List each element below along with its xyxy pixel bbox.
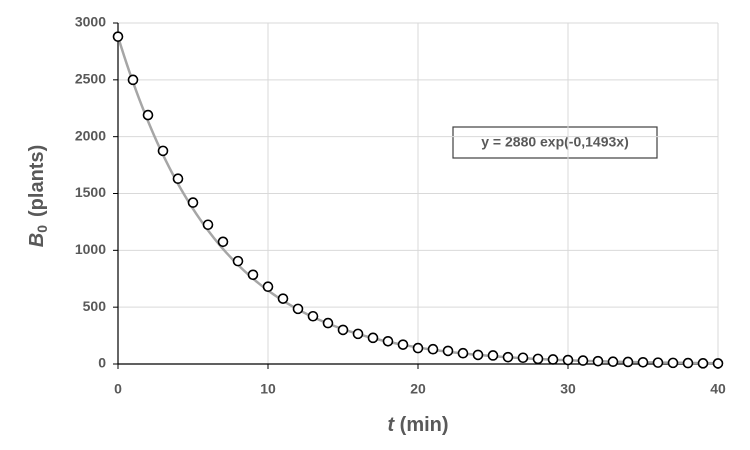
x-tick-label: 10: [260, 381, 276, 397]
y-axis-title: B0 (plants): [26, 145, 49, 247]
x-tick-label: 30: [560, 381, 576, 397]
data-point: [427, 343, 439, 355]
data-point: [562, 354, 574, 366]
data-point: [127, 74, 139, 86]
x-symbol: t: [387, 414, 395, 436]
data-point: [307, 310, 319, 322]
y-symbol: B: [26, 233, 48, 247]
data-point: [292, 303, 304, 315]
data-point: [502, 351, 514, 363]
x-tick-label: 20: [410, 381, 426, 397]
x-unit: (min): [400, 414, 449, 436]
data-point: [247, 269, 259, 281]
data-point: [232, 255, 244, 267]
data-point: [667, 357, 679, 369]
data-point: [442, 345, 454, 357]
data-point: [382, 335, 394, 347]
y-unit: (plants): [26, 145, 48, 217]
data-point: [262, 281, 274, 293]
y-tick-label: 3000: [75, 14, 106, 30]
data-point: [277, 293, 289, 304]
trendline-equation: y = 2880 exp(-0,1493x): [481, 134, 629, 150]
data-point: [457, 347, 469, 359]
y-tick-label: 1000: [75, 241, 106, 257]
y-tick-label: 0: [98, 355, 106, 371]
data-point: [607, 356, 619, 368]
data-point: [547, 354, 559, 365]
y-tick-label: 1500: [75, 184, 106, 200]
data-point: [352, 328, 364, 340]
data-point: [682, 357, 694, 369]
data-point: [157, 145, 169, 157]
data-point: [397, 339, 409, 350]
data-point: [322, 317, 334, 329]
y-tick-label: 2000: [75, 127, 106, 143]
data-point: [112, 31, 124, 42]
data-point: [592, 355, 604, 367]
data-point: [412, 342, 424, 354]
x-axis-title: t (min): [387, 414, 448, 436]
x-tick-label: 0: [114, 381, 122, 397]
data-point: [187, 197, 199, 208]
data-point: [217, 236, 229, 248]
data-point: [172, 173, 184, 185]
data-point: [202, 219, 214, 231]
data-point: [622, 356, 634, 368]
data-point: [697, 358, 709, 369]
data-point: [577, 355, 589, 366]
data-point: [652, 357, 664, 368]
y-tick-label: 2500: [75, 71, 106, 87]
data-point: [367, 332, 379, 344]
y-tick-label: 500: [83, 298, 107, 314]
annotation-box: [452, 126, 658, 159]
data-point: [472, 349, 484, 361]
data-point: [517, 352, 529, 364]
data-point: [337, 324, 349, 336]
data-point: [487, 350, 499, 361]
data-point: [712, 358, 724, 369]
data-point: [532, 353, 544, 365]
data-point: [142, 109, 154, 121]
data-point: [637, 356, 649, 368]
y-subscript: 0: [34, 225, 50, 233]
x-tick-label: 40: [710, 381, 726, 397]
